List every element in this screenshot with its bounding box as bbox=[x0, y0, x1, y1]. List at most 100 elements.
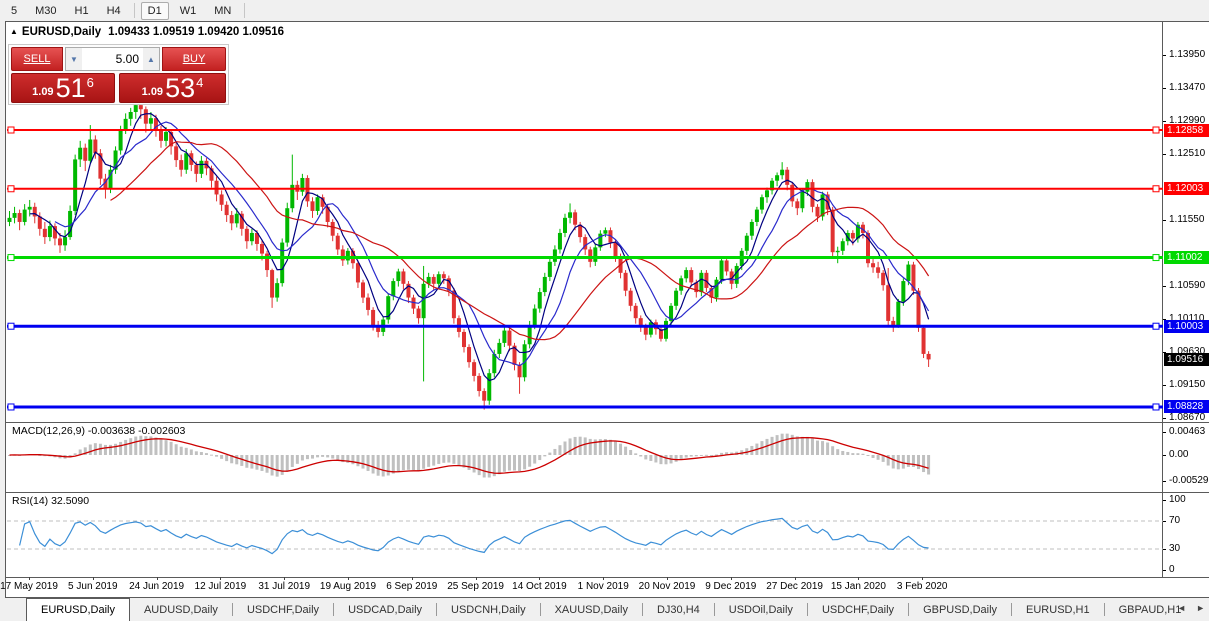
macd-tick-label: 0.00463 bbox=[1169, 425, 1206, 437]
line-anchor-handle bbox=[7, 185, 15, 193]
date-tick-mark bbox=[348, 577, 349, 580]
candlestick-chart[interactable] bbox=[7, 22, 1163, 421]
price-tick-mark bbox=[1163, 318, 1166, 320]
macd-tick-label: -0.005299 bbox=[1169, 475, 1209, 487]
price-tick-mark bbox=[1163, 54, 1166, 56]
rsi-tick-mark bbox=[1163, 570, 1166, 571]
tab-divider bbox=[333, 603, 335, 616]
tab-usdoil-daily[interactable]: USDOil,Daily bbox=[728, 603, 793, 616]
buy-price-button[interactable]: 1.09 53 4 bbox=[119, 73, 226, 103]
price-tick-mark bbox=[1163, 285, 1166, 287]
date-tick-mark bbox=[603, 577, 605, 580]
date-tick-mark bbox=[858, 577, 860, 580]
tab-gbpaud-h1[interactable]: GBPAUD,H1 bbox=[1118, 603, 1182, 616]
macd-pane-border[interactable] bbox=[6, 422, 1209, 423]
date-tick-mark bbox=[730, 577, 732, 580]
timeframe-w1[interactable]: W1 bbox=[179, 4, 197, 17]
rsi-tick-label: 0 bbox=[1169, 564, 1175, 575]
line-anchor-handle bbox=[1152, 254, 1160, 262]
tab-usdchf-daily[interactable]: USDCHF,Daily bbox=[821, 603, 895, 616]
collapse-panel-icon[interactable]: ▲ bbox=[10, 27, 18, 36]
date-label: 20 Nov 2019 bbox=[638, 581, 696, 592]
date-tick-mark bbox=[29, 577, 30, 580]
timeframe-mn[interactable]: MN bbox=[214, 4, 232, 17]
price-tick-mark bbox=[1163, 384, 1166, 386]
chart-ohlc-values: 1.09433 1.09519 1.09420 1.09516 bbox=[108, 26, 285, 38]
date-label: 25 Sep 2019 bbox=[447, 581, 504, 592]
toolbar-separator bbox=[133, 3, 135, 18]
timeframe-h4[interactable]: H4 bbox=[106, 4, 121, 17]
price-tick-label: 1.10110 bbox=[1169, 312, 1205, 324]
date-label: 1 Nov 2019 bbox=[577, 581, 629, 592]
date-axis[interactable]: 17 May 2019 5 Jun 2019 24 Jun 2019 12 Jul 2… bbox=[0, 577, 1163, 597]
tab-divider bbox=[436, 603, 438, 616]
tab-usdcnh-daily[interactable]: USDCNH,Daily bbox=[451, 603, 526, 616]
volume-decrease-icon[interactable]: ▼ bbox=[66, 48, 82, 70]
macd-indicator-chart[interactable] bbox=[7, 423, 1163, 491]
tab-usdchf-daily[interactable]: USDCHF,Daily bbox=[246, 603, 320, 616]
tab-scroll-right-icon[interactable]: ► bbox=[1196, 603, 1205, 613]
price-tick-label: 1.13470 bbox=[1169, 81, 1206, 93]
date-axis-border bbox=[6, 577, 1209, 578]
date-tick-mark bbox=[794, 577, 796, 580]
sell-price-main: 51 bbox=[55, 73, 86, 103]
rsi-tick-label: 70 bbox=[1169, 515, 1181, 526]
volume-input[interactable] bbox=[82, 48, 143, 70]
tab-divider bbox=[1011, 603, 1013, 616]
timeframe-m5[interactable]: 5 bbox=[11, 4, 18, 17]
tab-eurusd-h1[interactable]: EURUSD,H1 bbox=[1026, 603, 1090, 616]
tab-usdcad-daily[interactable]: USDCAD,Daily bbox=[348, 603, 423, 616]
price-tick-label: 1.13950 bbox=[1169, 48, 1206, 60]
rsi-label: RSI(14) 32.5090 bbox=[12, 495, 90, 507]
date-tick-mark bbox=[284, 577, 286, 580]
date-tick-mark bbox=[220, 577, 222, 580]
sell-button[interactable]: SELL bbox=[11, 47, 63, 71]
tab-audusd-daily[interactable]: AUDUSD,Daily bbox=[143, 603, 218, 616]
tab-eurusd-daily[interactable]: EURUSD,Daily bbox=[26, 598, 130, 621]
rsi-tick-mark bbox=[1163, 549, 1166, 550]
date-tick-mark bbox=[539, 577, 541, 580]
line-anchor-handle bbox=[7, 322, 15, 330]
rsi-tick-label: 30 bbox=[1169, 543, 1181, 554]
date-label: 27 Dec 2019 bbox=[766, 581, 823, 592]
price-axis[interactable]: 1.13950 1.13470 1.12990 1.12510 1.11550 1.105… bbox=[1163, 0, 1209, 598]
price-line-label: 1.10003 bbox=[1164, 319, 1209, 333]
date-label: 5 Jun 2019 bbox=[68, 581, 118, 592]
tab-gbpusd-daily[interactable]: GBPUSD,Daily bbox=[923, 603, 998, 616]
date-label: 19 Aug 2019 bbox=[319, 581, 377, 592]
tab-dj30-h4[interactable]: DJ30,H4 bbox=[656, 603, 700, 616]
line-anchor-handle bbox=[1152, 322, 1160, 330]
sell-price-button[interactable]: 1.09 51 6 bbox=[11, 73, 115, 103]
date-label: 9 Dec 2019 bbox=[705, 581, 757, 592]
sell-price-pip: 6 bbox=[86, 75, 94, 90]
tab-divider bbox=[908, 603, 910, 616]
price-tick-mark bbox=[1163, 153, 1166, 155]
price-line-label: 1.12003 bbox=[1164, 182, 1209, 196]
macd-label: MACD(12,26,9) -0.003638 -0.002603 bbox=[12, 425, 186, 437]
tab-divider bbox=[1103, 603, 1105, 616]
chart-symbol-label: EURUSD,Daily bbox=[21, 26, 102, 38]
price-line-label: 1.08828 bbox=[1164, 400, 1209, 414]
tab-scroll-left-icon[interactable]: ◄ bbox=[1177, 603, 1187, 613]
rsi-pane-border[interactable] bbox=[6, 492, 1209, 493]
timeframe-m30[interactable]: M30 bbox=[35, 4, 57, 17]
price-axis-border bbox=[1162, 22, 1163, 577]
line-anchor-handle bbox=[1152, 126, 1160, 134]
tab-divider bbox=[641, 603, 643, 616]
line-anchor-handle bbox=[1152, 185, 1160, 193]
timeframe-d1[interactable]: D1 bbox=[140, 1, 169, 20]
rsi-indicator-chart[interactable] bbox=[7, 493, 1163, 577]
macd-tick-label: 0.00 bbox=[1169, 449, 1189, 460]
date-label: 15 Jan 2020 bbox=[830, 581, 886, 592]
price-tick-label: 1.10590 bbox=[1169, 279, 1206, 291]
date-label: 31 Jul 2019 bbox=[258, 581, 311, 592]
tab-divider bbox=[806, 603, 808, 616]
timeframe-h1[interactable]: H1 bbox=[74, 4, 89, 17]
date-tick-mark bbox=[475, 577, 477, 580]
tab-xauusd-daily[interactable]: XAUUSD,Daily bbox=[554, 603, 628, 616]
chart-title: ▲ EURUSD,Daily 1.09433 1.09519 1.09420 1.0… bbox=[10, 26, 284, 38]
buy-button[interactable]: BUY bbox=[162, 47, 226, 71]
toolbar-separator bbox=[244, 3, 246, 18]
volume-increase-icon[interactable]: ▲ bbox=[143, 48, 159, 70]
tab-divider bbox=[713, 603, 715, 616]
